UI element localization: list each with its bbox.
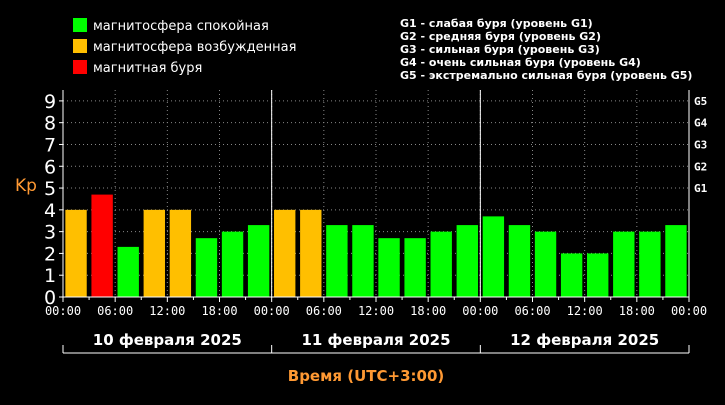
y-tick-label: 7 xyxy=(44,134,56,156)
x-tick-labels: 00:00 06:00 12:00 18:00 00:00 06:00 12:00 18:00… xyxy=(45,304,707,318)
kp-bar xyxy=(117,246,139,297)
storm-level-ticks: G1 G2 G3 G4 G5 xyxy=(694,95,708,195)
legend-swatch-storm xyxy=(73,60,87,74)
x-axis-title: Время (UTC+3:00) xyxy=(288,367,444,385)
legend-swatch-active xyxy=(73,39,87,53)
y-tick-label: 3 xyxy=(44,222,56,244)
day-labels: 10 февраля 2025 11 февраля 2025 12 февраля… xyxy=(62,331,690,354)
kp-bar xyxy=(169,209,192,297)
kp-bar xyxy=(430,231,452,297)
y-tick-label: 8 xyxy=(44,113,56,135)
kp-bar xyxy=(326,225,348,297)
y-axis-title: Kp xyxy=(15,176,37,196)
day-label: 11 февраля 2025 xyxy=(301,331,450,349)
kp-bar xyxy=(65,209,87,297)
legend-label-active: магнитосфера возбужденная xyxy=(93,40,296,55)
x-tick-label: 00:00 xyxy=(671,304,707,318)
kp-bar xyxy=(352,225,374,297)
storm-level-g4: G4 - очень сильная буря (уровень G4) xyxy=(400,56,641,69)
x-tick-label: 18:00 xyxy=(619,304,655,318)
kp-bar xyxy=(91,194,113,297)
kp-bar xyxy=(508,225,531,297)
kp-bar xyxy=(143,209,165,297)
x-tick-label: 18:00 xyxy=(201,304,237,318)
y-tick-label: 4 xyxy=(44,200,56,222)
kp-bar xyxy=(221,231,244,297)
kp-bar xyxy=(482,216,505,297)
kp-bar xyxy=(665,225,687,297)
bars xyxy=(65,194,687,297)
x-tick-label: 06:00 xyxy=(514,304,550,318)
kp-bar xyxy=(195,238,218,297)
storm-level-tick-label: G1 xyxy=(694,182,708,195)
storm-level-tick-label: G5 xyxy=(694,95,707,108)
y-tick-label: 5 xyxy=(44,178,56,200)
kp-bar xyxy=(560,253,583,297)
kp-bar xyxy=(613,231,635,297)
x-tick-label: 00:00 xyxy=(462,304,498,318)
legend-label-quiet: магнитосфера спокойная xyxy=(93,19,269,34)
storm-level-g3: G3 - сильная буря (уровень G3) xyxy=(400,43,600,56)
day-label: 12 февраля 2025 xyxy=(510,331,659,349)
day-label: 10 февраля 2025 xyxy=(93,331,242,349)
y-tick-label: 0 xyxy=(44,287,56,309)
kp-bar xyxy=(247,225,270,297)
legend-swatch-quiet xyxy=(73,18,87,32)
kp-bar xyxy=(456,225,478,297)
storm-level-g5: G5 - экстремально сильная буря (уровень … xyxy=(400,69,692,82)
storm-level-tick-label: G2 xyxy=(694,160,707,173)
plot-frame xyxy=(59,90,690,302)
storm-level-g2: G2 - средняя буря (уровень G2) xyxy=(400,30,601,43)
y-tick-label: 9 xyxy=(44,91,56,113)
kp-bar xyxy=(404,238,426,297)
x-tick-label: 12:00 xyxy=(567,304,603,318)
x-tick-label: 00:00 xyxy=(45,304,81,318)
y-tick-label: 1 xyxy=(44,265,56,287)
kp-bar xyxy=(274,209,296,297)
kp-bar xyxy=(534,231,557,297)
x-tick-label: 06:00 xyxy=(97,304,133,318)
storm-level-tick-label: G3 xyxy=(694,138,707,151)
kp-bar xyxy=(639,231,661,297)
color-legend: магнитосфера спокойная магнитосфера возб… xyxy=(73,18,296,76)
legend-label-storm: магнитная буря xyxy=(93,61,202,76)
y-tick-label: 2 xyxy=(44,243,56,265)
storm-level-legend: G1 - слабая буря (уровень G1) G2 - средн… xyxy=(400,17,692,82)
kp-bar xyxy=(378,238,400,297)
grid-lines xyxy=(62,90,690,298)
kp-bar xyxy=(300,209,322,297)
kp-bar xyxy=(587,253,609,297)
x-tick-label: 12:00 xyxy=(149,304,185,318)
x-tick-label: 12:00 xyxy=(358,304,394,318)
x-tick-label: 06:00 xyxy=(306,304,342,318)
storm-level-g1: G1 - слабая буря (уровень G1) xyxy=(400,17,593,30)
x-tick-label: 18:00 xyxy=(410,304,446,318)
x-tick-label: 00:00 xyxy=(254,304,290,318)
y-tick-label: 6 xyxy=(44,156,56,178)
storm-level-tick-label: G4 xyxy=(694,117,708,130)
